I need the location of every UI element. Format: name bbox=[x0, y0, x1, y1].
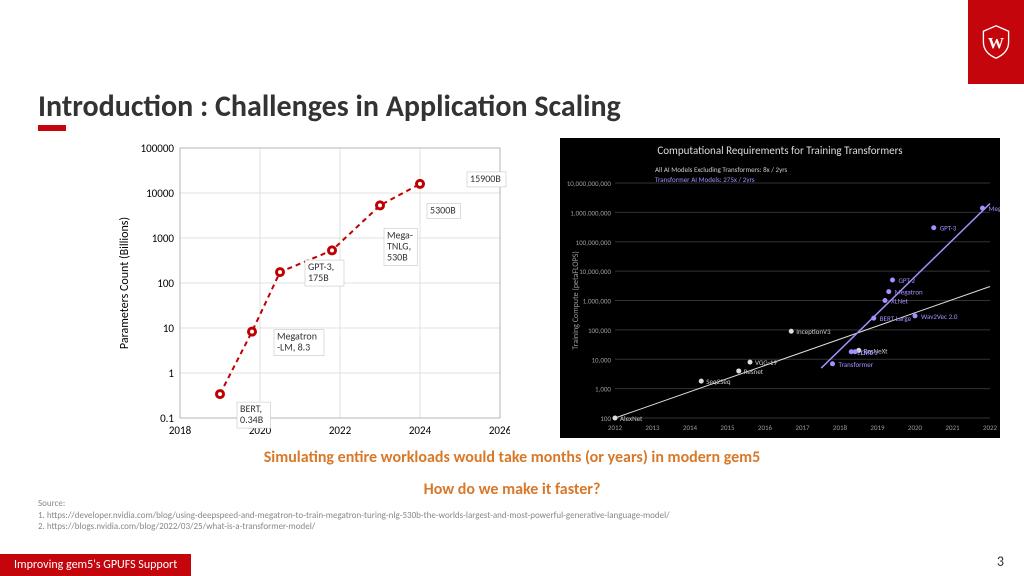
svg-text:2024: 2024 bbox=[409, 424, 432, 437]
svg-text:Training Compute (petaFLOPS): Training Compute (petaFLOPS) bbox=[571, 251, 581, 350]
source-1: 1. https://developer.nvidia.com/blog/usi… bbox=[38, 510, 670, 522]
svg-text:10: 10 bbox=[163, 322, 175, 335]
crest-icon: W bbox=[978, 24, 1014, 60]
compute-reqs-chart: Computational Requirements for Training … bbox=[560, 138, 1000, 438]
svg-text:1,000,000,000: 1,000,000,000 bbox=[570, 208, 611, 217]
params-growth-chart: 0.11101001000100001000002018202020222024… bbox=[110, 138, 510, 438]
svg-text:2013: 2013 bbox=[645, 423, 660, 432]
svg-text:Computational Requirements for: Computational Requirements for Training … bbox=[657, 144, 902, 157]
source-label: Source: bbox=[38, 498, 670, 510]
svg-text:Wav2Vec 2.0: Wav2Vec 2.0 bbox=[921, 312, 958, 321]
svg-text:Seq2Seq: Seq2Seq bbox=[706, 377, 731, 386]
svg-text:0.34B: 0.34B bbox=[240, 413, 264, 426]
svg-text:2022: 2022 bbox=[329, 424, 352, 437]
svg-text:VGG-19: VGG-19 bbox=[755, 358, 777, 367]
svg-text:Resnet: Resnet bbox=[744, 367, 764, 376]
slide-title: Introduction : Challenges in Application… bbox=[38, 88, 621, 125]
svg-text:10,000,000,000: 10,000,000,000 bbox=[567, 179, 612, 188]
message-1: Simulating entire workloads would take m… bbox=[0, 448, 1024, 467]
svg-text:5300B: 5300B bbox=[430, 203, 456, 216]
svg-text:10,000: 10,000 bbox=[592, 355, 612, 364]
source-2: 2. https://blogs.nvidia.com/blog/2022/03… bbox=[38, 521, 670, 533]
footer-bar: Improving gem5's GPUFS Support bbox=[0, 554, 191, 576]
title-accent bbox=[38, 125, 66, 131]
svg-text:1,000: 1,000 bbox=[595, 385, 611, 394]
svg-text:Megatron: Megatron bbox=[895, 288, 923, 297]
svg-text:XLNet: XLNet bbox=[891, 297, 909, 306]
svg-text:15900B: 15900B bbox=[470, 172, 501, 185]
svg-text:2015: 2015 bbox=[720, 423, 735, 432]
svg-text:100,000: 100,000 bbox=[588, 326, 611, 335]
svg-text:100: 100 bbox=[600, 414, 611, 423]
svg-text:2021: 2021 bbox=[945, 423, 960, 432]
svg-text:100000: 100000 bbox=[141, 142, 175, 155]
svg-text:2020: 2020 bbox=[908, 423, 923, 432]
svg-text:2012: 2012 bbox=[608, 423, 623, 432]
svg-text:10,000,000: 10,000,000 bbox=[579, 267, 611, 276]
svg-text:100,000,000: 100,000,000 bbox=[576, 238, 612, 247]
svg-text:Megatron-Turing NLG 530B: Megatron-Turing NLG 530B bbox=[989, 204, 1001, 213]
svg-text:2022: 2022 bbox=[983, 423, 998, 432]
svg-text:All AI Models Excluding Transf: All AI Models Excluding Transformers: 8x… bbox=[655, 165, 788, 174]
sources: Source: 1. https://developer.nvidia.com/… bbox=[38, 498, 670, 533]
svg-text:2016: 2016 bbox=[758, 423, 773, 432]
svg-text:100: 100 bbox=[157, 277, 174, 290]
svg-text:Parameters Count (Billions): Parameters Count (Billions) bbox=[118, 217, 132, 349]
svg-text:GPT-1: GPT-1 bbox=[861, 348, 878, 357]
svg-text:AlexNet: AlexNet bbox=[620, 414, 643, 423]
svg-text:1000: 1000 bbox=[152, 232, 175, 245]
svg-text:2018: 2018 bbox=[169, 424, 192, 437]
svg-text:W: W bbox=[988, 34, 1004, 52]
svg-text:BERT Large: BERT Large bbox=[880, 314, 912, 323]
svg-text:2026: 2026 bbox=[489, 424, 510, 437]
svg-text:InceptionV3: InceptionV3 bbox=[796, 327, 831, 336]
svg-text:2019: 2019 bbox=[870, 423, 885, 432]
svg-text:2018: 2018 bbox=[833, 423, 848, 432]
svg-text:10000: 10000 bbox=[146, 187, 174, 200]
page-number: 3 bbox=[997, 553, 1004, 570]
svg-text:GPT-3: GPT-3 bbox=[940, 224, 957, 233]
svg-text:-LM, 8.3: -LM, 8.3 bbox=[277, 341, 310, 354]
message-2: How do we make it faster? bbox=[0, 480, 1024, 499]
svg-text:530B: 530B bbox=[387, 250, 408, 263]
uw-logo: W bbox=[968, 0, 1024, 84]
svg-text:2014: 2014 bbox=[683, 423, 698, 432]
svg-text:175B: 175B bbox=[308, 271, 329, 284]
svg-text:2017: 2017 bbox=[795, 423, 810, 432]
svg-text:1,000,000: 1,000,000 bbox=[583, 297, 612, 306]
svg-text:1: 1 bbox=[168, 367, 174, 380]
svg-text:Transformer: Transformer bbox=[839, 360, 874, 369]
svg-text:GPT-2: GPT-2 bbox=[899, 276, 916, 285]
